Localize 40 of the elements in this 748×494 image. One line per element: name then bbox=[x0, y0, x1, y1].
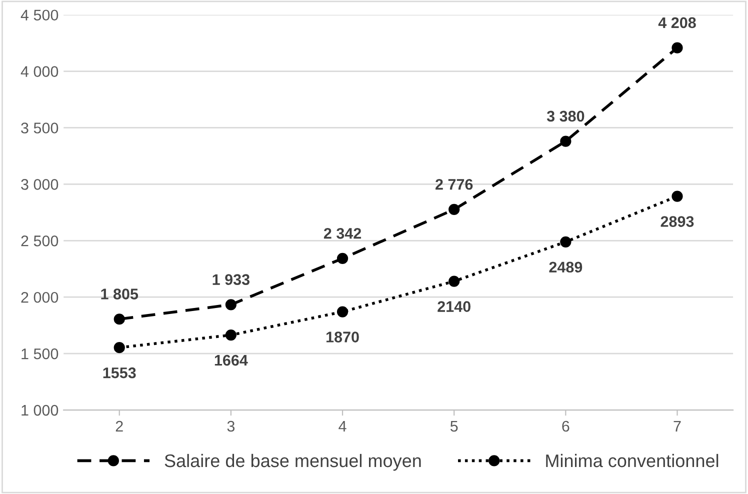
data-label: 1553 bbox=[103, 367, 136, 378]
x-tick-label: 5 bbox=[450, 421, 458, 432]
legend-label: Minima conventionnel bbox=[546, 454, 718, 468]
data-label: 1870 bbox=[326, 332, 359, 342]
data-label: 1664 bbox=[214, 354, 248, 366]
data-label: 2140 bbox=[438, 301, 470, 312]
point bbox=[114, 314, 125, 325]
y-tick-label: 2 000 bbox=[21, 292, 58, 303]
point bbox=[225, 299, 236, 310]
data-label: 2 776 bbox=[436, 178, 473, 190]
y-tick-label: 2 500 bbox=[21, 236, 58, 246]
point bbox=[336, 252, 348, 264]
y-tick-label: 1 000 bbox=[22, 404, 58, 416]
x-tick-label: 4 bbox=[338, 421, 346, 432]
y-tick-label: 1 500 bbox=[22, 348, 58, 360]
y-tick-label: 3 000 bbox=[21, 179, 58, 190]
legend-label: Salaire de base mensuel moyen bbox=[164, 454, 421, 471]
x-tick-label: 2 bbox=[116, 420, 123, 432]
point bbox=[672, 42, 683, 54]
point bbox=[560, 236, 572, 248]
data-label: 2893 bbox=[660, 216, 694, 227]
y-tick-label: 4 000 bbox=[20, 66, 58, 77]
x-tick-label: 6 bbox=[562, 420, 570, 432]
point bbox=[225, 329, 236, 341]
data-label: 2 342 bbox=[324, 228, 362, 239]
y-tick-label: 4 500 bbox=[20, 10, 58, 21]
data-label: 1 933 bbox=[212, 274, 250, 286]
x-tick-label: 7 bbox=[674, 421, 681, 432]
point bbox=[672, 190, 683, 202]
point bbox=[336, 306, 348, 318]
point bbox=[560, 136, 572, 147]
data-label: 1 805 bbox=[101, 288, 138, 300]
x-tick-label: 3 bbox=[227, 420, 235, 432]
data-label: 2489 bbox=[549, 262, 582, 273]
point bbox=[114, 342, 125, 354]
y-tick-label: 3 500 bbox=[21, 122, 58, 134]
data-label: 4 208 bbox=[658, 17, 696, 28]
point bbox=[448, 276, 460, 287]
point bbox=[448, 204, 460, 216]
data-label: 3 380 bbox=[546, 110, 584, 122]
